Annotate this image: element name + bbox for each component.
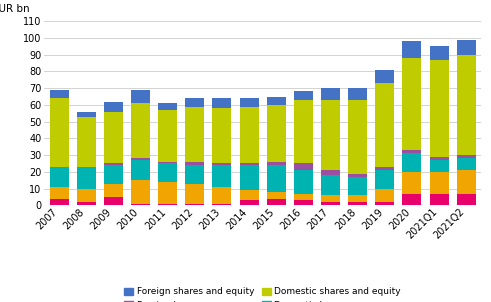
Bar	[185, 184, 204, 204]
Bar	[403, 172, 421, 194]
Bar	[50, 98, 69, 167]
Bar	[267, 192, 286, 199]
Bar	[50, 187, 69, 199]
Bar	[240, 163, 259, 165]
Bar	[185, 204, 204, 205]
Bar	[321, 195, 340, 202]
Bar	[294, 92, 313, 100]
Bar	[321, 170, 340, 175]
Bar	[430, 160, 449, 172]
Bar	[294, 200, 313, 205]
Bar	[158, 182, 177, 204]
Bar	[375, 202, 394, 205]
Bar	[158, 204, 177, 205]
Bar	[457, 170, 476, 194]
Bar	[131, 90, 150, 103]
Bar	[321, 88, 340, 100]
Bar	[457, 155, 476, 159]
Bar	[158, 103, 177, 110]
Bar	[457, 194, 476, 205]
Bar	[185, 162, 204, 165]
Bar	[348, 88, 367, 100]
Bar	[131, 204, 150, 205]
Bar	[430, 157, 449, 160]
Bar	[158, 163, 177, 182]
Legend: Foreign shares and equity, Foreign loans, Currency and deposits, Domestic shares: Foreign shares and equity, Foreign loans…	[124, 287, 401, 302]
Bar	[375, 83, 394, 167]
Bar	[240, 190, 259, 200]
Bar	[213, 187, 231, 204]
Bar	[104, 184, 123, 197]
Bar	[131, 160, 150, 180]
Bar	[348, 100, 367, 174]
Bar	[77, 189, 96, 202]
Bar	[131, 103, 150, 159]
Bar	[185, 165, 204, 184]
Bar	[131, 180, 150, 204]
Bar	[240, 98, 259, 107]
Bar	[403, 41, 421, 58]
Bar	[457, 40, 476, 55]
Bar	[457, 159, 476, 170]
Bar	[375, 167, 394, 170]
Bar	[50, 90, 69, 98]
Bar	[321, 175, 340, 195]
Bar	[267, 165, 286, 192]
Bar	[213, 204, 231, 205]
Bar	[131, 159, 150, 160]
Bar	[348, 177, 367, 195]
Bar	[403, 194, 421, 205]
Bar	[213, 163, 231, 165]
Bar	[267, 199, 286, 205]
Bar	[430, 194, 449, 205]
Bar	[240, 107, 259, 163]
Bar	[104, 165, 123, 184]
Bar	[77, 117, 96, 167]
Bar	[77, 202, 96, 205]
Bar	[294, 194, 313, 200]
Bar	[348, 202, 367, 205]
Bar	[213, 108, 231, 163]
Bar	[104, 111, 123, 163]
Bar	[321, 100, 340, 170]
Bar	[50, 167, 69, 187]
Bar	[158, 110, 177, 162]
Bar	[267, 97, 286, 105]
Bar	[403, 153, 421, 172]
Bar	[375, 70, 394, 83]
Bar	[50, 199, 69, 205]
Bar	[104, 197, 123, 205]
Bar	[294, 163, 313, 170]
Bar	[403, 150, 421, 153]
Bar	[240, 200, 259, 205]
Bar	[294, 170, 313, 194]
Bar	[267, 105, 286, 162]
Bar	[430, 172, 449, 194]
Bar	[375, 170, 394, 189]
Bar	[430, 60, 449, 157]
Bar	[321, 202, 340, 205]
Bar	[77, 167, 96, 189]
Text: EUR bn: EUR bn	[0, 4, 29, 14]
Bar	[104, 163, 123, 165]
Bar	[267, 162, 286, 165]
Bar	[375, 189, 394, 202]
Bar	[158, 162, 177, 163]
Bar	[430, 46, 449, 60]
Bar	[213, 98, 231, 108]
Bar	[348, 195, 367, 202]
Bar	[185, 98, 204, 107]
Bar	[403, 58, 421, 150]
Bar	[77, 111, 96, 117]
Bar	[294, 100, 313, 163]
Bar	[104, 101, 123, 111]
Bar	[348, 174, 367, 177]
Bar	[213, 165, 231, 187]
Bar	[185, 107, 204, 162]
Bar	[457, 55, 476, 155]
Bar	[240, 165, 259, 190]
